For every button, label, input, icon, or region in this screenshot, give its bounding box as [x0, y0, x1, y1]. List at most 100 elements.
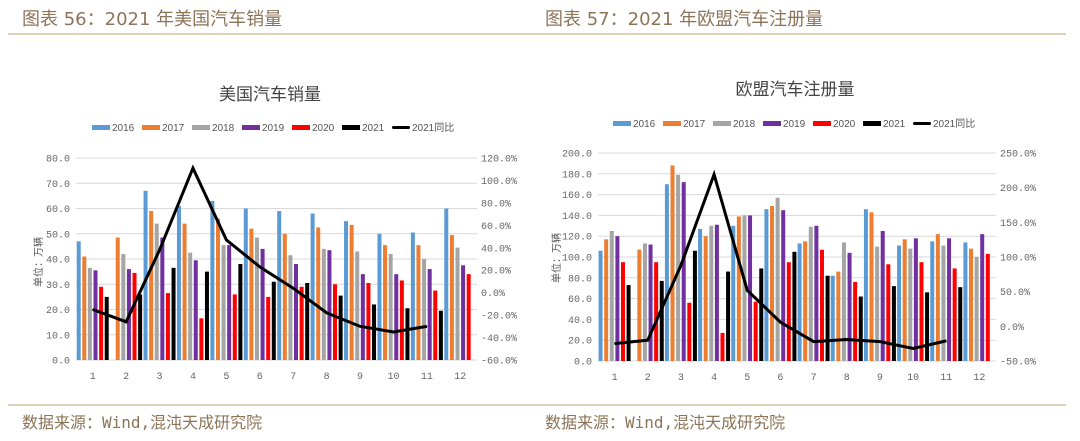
yoy-point — [680, 264, 682, 266]
bar-2020-month-5 — [232, 294, 237, 360]
bar-2017-month-6 — [770, 206, 775, 361]
bar-2018-month-12 — [974, 257, 979, 361]
yoy-point — [225, 239, 227, 241]
legend-swatch-2018 — [192, 125, 210, 130]
bar-2020-month-2 — [132, 272, 137, 360]
y2-tick-label: 40.0% — [481, 244, 511, 255]
bar-2019-month-9 — [880, 231, 885, 361]
bar-2021-month-7 — [305, 282, 310, 360]
y-tick-label: 120.0 — [562, 233, 592, 244]
y2-tick-label: 200.0% — [1000, 184, 1036, 195]
bar-2021-month-10 — [925, 292, 930, 361]
bar-2017-month-5 — [736, 216, 741, 361]
legend-label: 2019 — [783, 119, 806, 130]
bar-2016-month-1 — [598, 250, 603, 361]
bar-2018-month-9 — [875, 246, 880, 361]
bar-2018-month-9 — [355, 251, 360, 360]
right-figure-title: 图表 57：2021 年欧盟汽车注册量 — [545, 9, 823, 30]
legend-label: 2021同比 — [412, 122, 454, 134]
bar-2016-month-11 — [410, 232, 415, 360]
y2-tick-label: 60.0% — [481, 222, 511, 233]
bar-2016-month-12 — [444, 208, 449, 360]
bar-2016-month-12 — [963, 242, 968, 361]
yoy-point — [846, 339, 848, 341]
legend-label: 2021同比 — [933, 118, 975, 130]
y2-tick-label: 100.0% — [1000, 254, 1036, 265]
bar-2019-month-11 — [427, 269, 432, 360]
y2-tick-label: 20.0% — [481, 267, 511, 278]
bar-2021-month-6 — [792, 251, 797, 361]
yoy-point — [125, 321, 127, 323]
bar-2019-month-12 — [980, 234, 985, 361]
yoy-point — [159, 249, 161, 251]
yoy-line — [92, 164, 428, 334]
bar-2019-month-10 — [913, 238, 918, 361]
bar-2017-month-4 — [703, 236, 708, 361]
x-tick-label: 3 — [157, 372, 163, 383]
legend-swatch-2017 — [663, 121, 681, 126]
bar-2017-month-2 — [637, 249, 642, 361]
y2-tick-label: 80.0% — [481, 199, 511, 210]
legend-swatch-2016 — [613, 121, 631, 126]
legend-swatch-2019 — [242, 125, 260, 130]
bar-2021-month-3 — [692, 250, 697, 361]
bar-2020-month-9 — [366, 282, 371, 360]
x-tick-label: 5 — [744, 373, 750, 384]
bar-2016-month-6 — [243, 208, 248, 360]
bar-2019-month-5 — [748, 215, 753, 361]
bar-2018-month-10 — [908, 248, 913, 361]
bar-2016-month-11 — [930, 241, 935, 361]
bar-2017-month-10 — [383, 245, 388, 360]
bar-2018-month-6 — [775, 197, 780, 361]
bar-2018-month-2 — [121, 253, 126, 360]
x-tick-label: 11 — [940, 373, 952, 384]
legend-label: 2018 — [212, 123, 235, 134]
yoy-point — [614, 343, 616, 345]
bar-2020-month-5 — [753, 301, 758, 361]
x-tick-label: 6 — [777, 373, 783, 384]
x-tick-label: 8 — [324, 372, 330, 383]
x-tick-label: 11 — [421, 372, 433, 383]
bar-2021-month-2 — [138, 294, 143, 360]
bar-2019-month-3 — [681, 182, 686, 361]
x-tick-label: 4 — [711, 373, 717, 384]
bar-2019-month-8 — [847, 252, 852, 361]
bar-2018-month-7 — [288, 255, 293, 360]
bar-2020-month-1 — [620, 262, 625, 361]
legend-swatch-2019 — [763, 121, 781, 126]
yoy-point — [359, 325, 361, 327]
y2-tick-label: 0.0% — [1000, 323, 1024, 334]
bar-2017-month-5 — [215, 218, 220, 360]
bar-2018-month-7 — [808, 226, 813, 361]
bar-2020-month-10 — [399, 280, 404, 360]
bar-2019-month-4 — [193, 260, 198, 360]
legend-label: 2021 — [883, 119, 906, 130]
bar-2017-month-6 — [249, 228, 254, 360]
bar-2019-month-12 — [461, 265, 466, 360]
y2-tick-label: -20.0% — [481, 312, 517, 323]
bar-2017-month-9 — [349, 224, 354, 360]
bar-2016-month-3 — [664, 184, 669, 361]
bar-2020-month-1 — [99, 286, 104, 360]
bar-2019-month-5 — [227, 245, 232, 360]
bar-2021-month-11 — [958, 287, 963, 361]
legend-swatch-line — [913, 122, 931, 125]
bar-2017-month-8 — [836, 271, 841, 361]
bar-2018-month-1 — [87, 267, 92, 360]
bar-2019-month-1 — [615, 236, 620, 361]
y2-tick-label: -60.0% — [481, 357, 517, 368]
y-tick-label: 70.0 — [46, 180, 70, 191]
y-tick-label: 100.0 — [562, 254, 592, 265]
bar-2020-month-12 — [466, 274, 471, 360]
bar-2016-month-8 — [830, 275, 835, 361]
bar-2016-month-10 — [897, 245, 902, 361]
bar-2016-month-3 — [143, 190, 148, 360]
bar-2016-month-7 — [797, 243, 802, 361]
y-tick-label: 0.0 — [574, 358, 592, 369]
bar-2020-month-10 — [919, 262, 924, 361]
bar-2017-month-1 — [82, 256, 87, 360]
legend-swatch-2018 — [713, 121, 731, 126]
x-tick-label: 3 — [678, 373, 684, 384]
bar-2020-month-7 — [819, 249, 824, 361]
